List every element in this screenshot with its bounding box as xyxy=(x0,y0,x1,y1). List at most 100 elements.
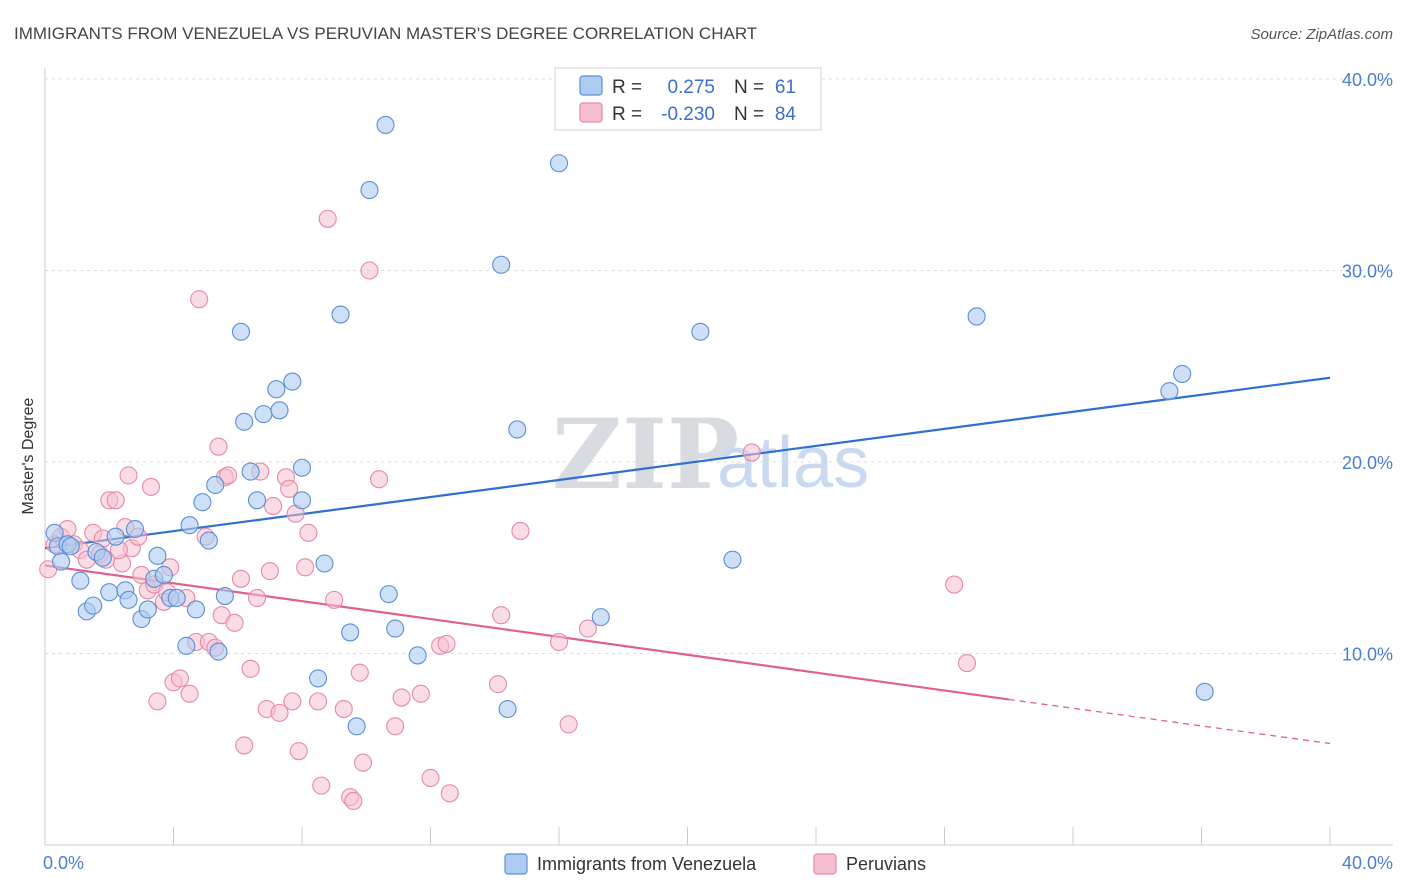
x-tick-label-max: 40.0% xyxy=(1342,853,1393,873)
venezuela-point xyxy=(177,636,196,655)
peruvians-point xyxy=(440,784,459,803)
venezuela-point xyxy=(206,475,225,495)
peruvians-point xyxy=(411,684,430,703)
venezuela-points xyxy=(45,115,1214,736)
y-tick-label: 20.0% xyxy=(1342,453,1393,473)
venezuela-point xyxy=(106,527,125,546)
peruvians-point xyxy=(325,590,344,609)
peruvians-point xyxy=(344,791,363,811)
peruvians-point xyxy=(421,768,440,788)
legend-n-label-1: N = xyxy=(734,77,764,98)
venezuela-point xyxy=(52,552,71,571)
peruvians-point xyxy=(353,753,373,772)
venezuela-point xyxy=(100,583,119,602)
venezuela-point xyxy=(292,491,312,510)
venezuela-point xyxy=(309,669,328,688)
peruvians-point xyxy=(270,703,289,722)
legend-r-label-1: R = xyxy=(612,77,642,98)
trend-line-venezuela xyxy=(44,376,1331,550)
y-tick-label: 40.0% xyxy=(1342,70,1393,90)
y-tick-label: 10.0% xyxy=(1342,645,1393,665)
venezuela-point xyxy=(254,405,273,424)
bottom-legend-swatch-venezuela xyxy=(504,853,528,875)
peruvians-point xyxy=(945,575,964,594)
venezuela-point xyxy=(549,154,569,173)
venezuela-point xyxy=(138,600,157,619)
venezuela-point xyxy=(292,458,312,477)
venezuela-point xyxy=(1195,682,1214,701)
peruvians-point xyxy=(392,688,411,707)
peruvians-point xyxy=(957,654,977,673)
venezuela-point xyxy=(331,305,350,324)
legend: R = 0.275 N = 61 R = -0.230 N = 84 xyxy=(554,67,822,131)
peruvians-points xyxy=(39,209,977,811)
venezuela-point xyxy=(125,519,144,539)
venezuela-point xyxy=(376,115,395,135)
peruvians-point xyxy=(312,776,331,795)
venezuela-point xyxy=(283,372,302,391)
x-tick-label-min: 0.0% xyxy=(43,853,84,873)
peruvians-point xyxy=(350,663,369,682)
peruvians-point xyxy=(318,209,337,228)
legend-swatch-peruvians xyxy=(579,102,603,123)
watermark-atlas: atlas xyxy=(717,423,869,503)
peruvians-point xyxy=(309,692,328,711)
chart-title: IMMIGRANTS FROM VENEZUELA VS PERUVIAN MA… xyxy=(14,24,757,43)
peruvians-point xyxy=(148,692,167,711)
gridlines xyxy=(45,78,1393,654)
venezuela-point xyxy=(231,322,251,341)
venezuela-point xyxy=(1173,364,1192,383)
peruvians-point xyxy=(283,692,302,711)
peruvians-point xyxy=(170,669,189,688)
venezuela-point xyxy=(360,181,379,200)
venezuela-point xyxy=(347,717,366,736)
venezuela-point xyxy=(241,462,260,481)
y-axis-label: Master's Degree xyxy=(20,397,37,514)
venezuela-point xyxy=(967,307,986,326)
peruvians-point xyxy=(386,717,405,736)
peruvians-point xyxy=(360,261,379,280)
axes xyxy=(44,68,1393,846)
peruvians-point xyxy=(225,613,244,632)
peruvians-point xyxy=(289,742,308,761)
bottom-legend-label-venezuela: Immigrants from Venezuela xyxy=(537,854,757,874)
venezuela-point xyxy=(215,586,234,606)
venezuela-point xyxy=(723,550,742,569)
legend-n-value-2: 84 xyxy=(775,104,797,125)
peruvians-point xyxy=(437,634,456,653)
peruvians-point xyxy=(742,443,761,462)
peruvians-point xyxy=(578,619,597,638)
peruvians-point xyxy=(559,715,578,734)
peruvians-point xyxy=(511,521,530,540)
venezuela-point xyxy=(148,546,167,565)
venezuela-point xyxy=(119,590,138,609)
venezuela-point xyxy=(180,516,199,535)
source-label: Source: ZipAtlas.com xyxy=(1250,26,1393,43)
legend-n-label-2: N = xyxy=(734,104,764,125)
legend-n-value-1: 61 xyxy=(775,77,796,98)
bottom-legend-label-peruvians: Peruvians xyxy=(846,854,926,874)
legend-swatch-venezuela xyxy=(579,75,603,96)
venezuela-point xyxy=(84,596,103,615)
venezuela-point xyxy=(508,420,527,439)
peruvians-point xyxy=(141,477,161,496)
peruvians-point xyxy=(260,562,279,581)
bottom-legend: Immigrants from Venezuela Peruvians xyxy=(504,853,926,875)
trend-line-peruvians xyxy=(44,564,1009,701)
peruvians-point xyxy=(488,675,508,694)
venezuela-point xyxy=(235,412,254,431)
venezuela-point xyxy=(209,642,228,661)
venezuela-point xyxy=(71,571,90,590)
trend-line-peruvians-extension xyxy=(1008,698,1331,745)
peruvians-point xyxy=(106,491,125,510)
venezuela-point xyxy=(1160,382,1179,401)
peruvians-point xyxy=(334,699,353,719)
venezuela-point xyxy=(408,646,427,665)
watermark: ZIP atlas xyxy=(552,398,869,511)
y-tick-label: 30.0% xyxy=(1342,262,1393,282)
venezuela-point xyxy=(186,600,206,619)
peruvians-point xyxy=(264,496,283,516)
peruvians-point xyxy=(549,632,569,652)
peruvians-point xyxy=(296,558,315,577)
